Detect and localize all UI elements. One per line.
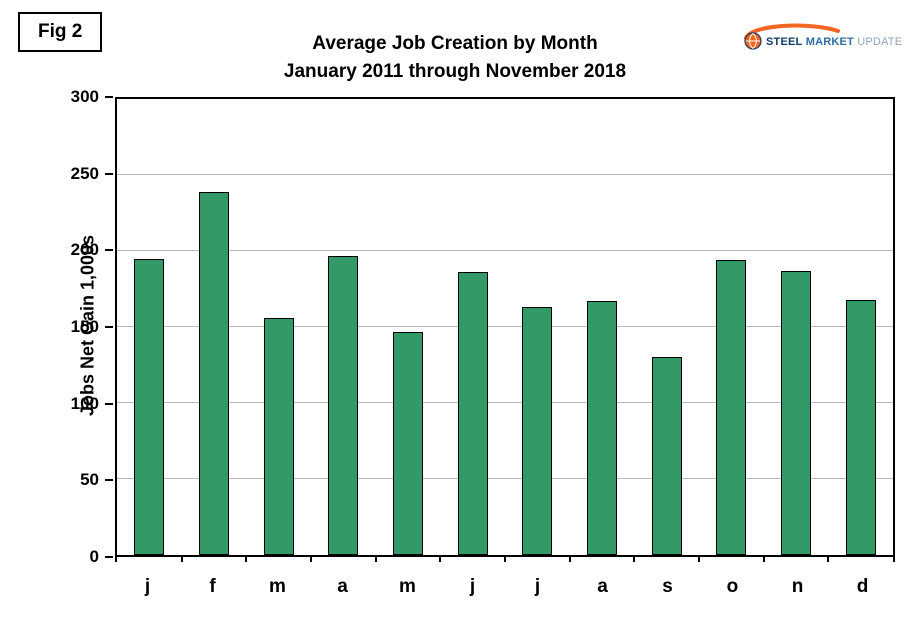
y-tick-mark (105, 402, 113, 405)
figure-label: Fig 2 (18, 12, 103, 52)
smu-logo: STEEL MARKET UPDATE (742, 22, 902, 58)
gridline (117, 478, 893, 480)
bar-j-6 (522, 307, 553, 555)
logo-text-update: UPDATE (857, 36, 903, 48)
x-tick-mark (762, 555, 765, 562)
x-tick-label: j (469, 576, 476, 597)
x-tick-label: s (662, 576, 673, 597)
gridline (117, 402, 893, 404)
x-tick-mark (633, 555, 636, 562)
y-tick-label: 50 (80, 470, 99, 490)
x-tick-label: m (269, 576, 286, 597)
logo-text-steel: STEEL (766, 36, 803, 48)
x-tick-mark (827, 555, 830, 562)
bar-d-11 (845, 299, 876, 555)
x-tick-label: o (726, 576, 739, 597)
x-tick-mark (115, 555, 117, 562)
bar-a-7 (587, 301, 617, 555)
x-tick-mark (439, 555, 442, 562)
y-tick-mark (105, 479, 113, 482)
x-tick-mark (180, 555, 183, 562)
gridline (117, 250, 893, 252)
y-tick-mark (105, 96, 113, 98)
bar-j-5 (457, 272, 488, 555)
x-tick-label: a (337, 576, 348, 597)
chart-title-block: Average Job Creation by Month January 20… (0, 30, 910, 85)
y-tick-label: 0 (89, 547, 99, 566)
logo-text: STEEL MARKET UPDATE (766, 36, 902, 48)
x-tick-mark (504, 555, 506, 562)
bar-m-4 (393, 331, 423, 555)
y-tick-mark (105, 326, 113, 328)
x-tick-label: n (791, 576, 804, 597)
x-tick-label: j (534, 576, 541, 597)
y-tick-mark (105, 172, 113, 175)
x-tick-mark (698, 555, 700, 562)
x-tick-label: j (144, 576, 151, 597)
y-tick-label: 250 (70, 163, 99, 183)
y-tick-label: 300 (70, 87, 99, 106)
logo-arc-icon (744, 23, 840, 50)
bar-s-8 (651, 357, 682, 555)
y-tick-label: 150 (70, 317, 99, 336)
x-tick-mark (245, 555, 248, 562)
bar-f-1 (199, 191, 229, 555)
gridline (117, 174, 893, 175)
y-tick-mark (105, 556, 113, 558)
x-tick-mark (893, 555, 895, 562)
x-tick-label: f (209, 576, 216, 597)
bar-a-3 (328, 255, 359, 555)
chart-subtitle: January 2011 through November 2018 (283, 60, 627, 82)
chart-title: Average Job Creation by Month (312, 33, 598, 54)
y-axis: 0 50 100 150 200 250 300 (0, 87, 113, 566)
plot-area (115, 97, 895, 562)
x-tick-label: m (399, 576, 416, 597)
bar-n-10 (781, 270, 811, 555)
y-tick-label: 100 (70, 393, 99, 413)
bar-o-9 (716, 260, 747, 555)
x-tick-label: d (856, 576, 869, 597)
logo-text-market: MARKET (805, 36, 854, 48)
y-tick-mark (105, 249, 113, 252)
bar-m-2 (263, 317, 294, 555)
gridline (117, 326, 893, 327)
x-tick-mark (374, 555, 377, 562)
x-tick-mark (310, 555, 312, 562)
bar-j-0 (134, 258, 165, 555)
x-tick-label: a (597, 576, 608, 597)
y-tick-label: 200 (70, 240, 99, 260)
x-tick-mark (568, 555, 571, 562)
